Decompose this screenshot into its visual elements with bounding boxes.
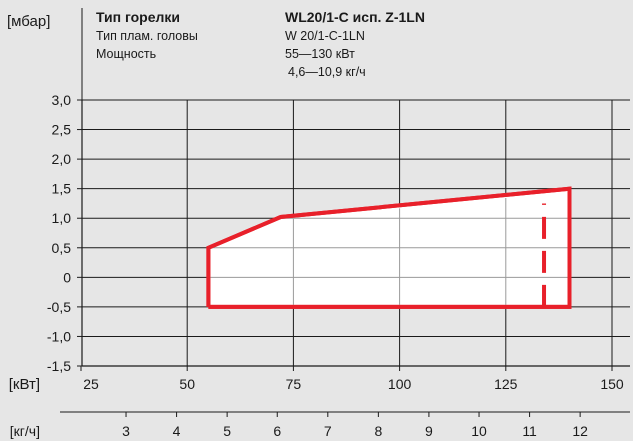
y-tick-label: 1,0 (52, 210, 72, 226)
x-tick-label: 150 (600, 376, 624, 392)
burner-type-value: WL20/1-C исп. Z-1LN (285, 9, 425, 25)
x2-tick-label: 7 (324, 423, 332, 439)
x-tick-label: 75 (286, 376, 302, 392)
plot-area (206, 186, 572, 309)
y-tick-label: -1,5 (47, 358, 71, 374)
x-tick-label: 50 (179, 376, 195, 392)
x2-tick-label: 8 (374, 423, 382, 439)
x2-tick-label: 4 (173, 423, 181, 439)
head-type-value: W 20/1-C-1LN (285, 29, 365, 43)
x-tick-label: 100 (388, 376, 412, 392)
y-tick-label: 1,5 (52, 181, 72, 197)
burner-type-label: Тип горелки (96, 9, 180, 25)
y-tick-label: -1,0 (47, 328, 71, 344)
power-value-kgh: 4,6—10,9 кг/ч (288, 65, 366, 79)
head-type-label: Тип плам. головы (96, 29, 198, 43)
x-axis-kgh-unit-label: [кг/ч] (10, 423, 40, 439)
x2-tick-label: 3 (122, 423, 130, 439)
x2-tick-label: 10 (471, 423, 487, 439)
x2-tick-label: 6 (273, 423, 281, 439)
y-tick-label: 2,0 (52, 151, 72, 167)
x2-tick-label: 12 (572, 423, 588, 439)
chart-axes: 3,02,52,01,51,00,50-0,5-1,0-1,525 50 75 100… (47, 92, 630, 439)
x2-tick-label: 5 (223, 423, 231, 439)
power-value-kw: 55—130 кВт (285, 47, 355, 61)
x-tick-label: 125 (494, 376, 518, 392)
power-label: Мощность (96, 47, 156, 61)
y-axis-unit-label: [мбар] (7, 13, 50, 30)
operating-field-border (206, 186, 572, 309)
y-tick-label: 2,5 (52, 122, 72, 138)
y-tick-label: 0 (63, 269, 71, 285)
x-axis-kw-unit-label: [кВт] (9, 376, 40, 393)
y-tick-label: 0,5 (52, 240, 72, 256)
x2-tick-label: 9 (425, 423, 433, 439)
y-tick-label: 3,0 (52, 92, 72, 108)
x2-tick-label: 11 (522, 423, 537, 439)
x-tick-label: 25 (83, 376, 99, 392)
y-tick-label: -0,5 (47, 299, 71, 315)
